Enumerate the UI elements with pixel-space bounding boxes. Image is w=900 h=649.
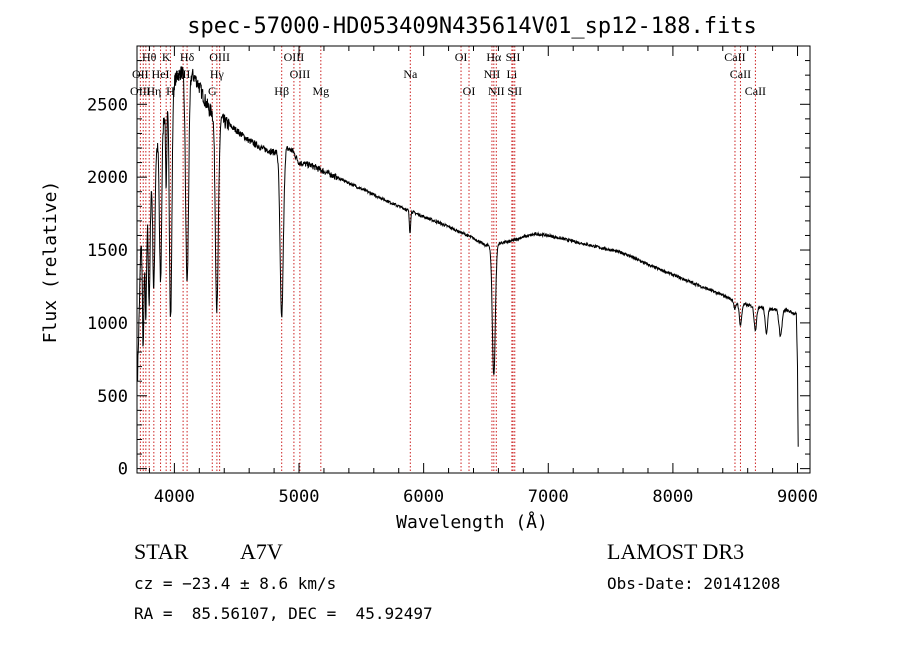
spectral-line-markers (139, 46, 756, 473)
y-tick-label: 0 (118, 460, 128, 480)
marker-label: OI (463, 84, 476, 98)
marker-label: G (208, 84, 217, 98)
marker-label: NII (488, 84, 505, 98)
y-tick-label: 500 (97, 387, 128, 407)
x-tick-label: 9000 (777, 487, 818, 507)
chart-title: spec-57000-HD053409N435614V01_sp12-188.f… (187, 14, 757, 39)
x-tick-label: 7000 (528, 487, 569, 507)
marker-label: Hα (486, 50, 502, 64)
marker-label: Hδ (180, 50, 195, 64)
object-class: STAR (134, 539, 189, 564)
marker-label: CaII (730, 67, 751, 81)
object-subclass: A7V (240, 539, 283, 564)
marker-label: H (166, 84, 175, 98)
x-axis-label: Wavelength (Å) (396, 511, 548, 533)
marker-label: OIII (290, 67, 311, 81)
x-axis-ticks: 4000 5000 6000 7000 8000 9000 (148, 46, 818, 507)
marker-label: OIII (130, 84, 151, 98)
marker-label: Hη (146, 84, 161, 98)
spectral-line-labels: Hθ K Hδ OIII OIII OI Hα SII CaII OII HeI SII Hγ OIII N… (130, 50, 766, 98)
plot-frame (136, 45, 811, 474)
y-tick-label: 1000 (87, 314, 128, 334)
y-tick-label: 2500 (87, 95, 128, 115)
y-tick-label: 2000 (87, 168, 128, 188)
marker-label: OII (132, 67, 149, 81)
survey-name: LAMOST DR3 (607, 539, 745, 564)
marker-label: CaII (724, 50, 745, 64)
observation-date: Obs-Date: 20141208 (607, 574, 781, 593)
marker-label: OI (455, 50, 468, 64)
marker-label: Mg (312, 84, 329, 98)
marker-label: SII (507, 84, 522, 98)
marker-label: Hγ (210, 67, 225, 81)
marker-label: SII (506, 50, 521, 64)
x-tick-label: 5000 (279, 487, 320, 507)
coordinates: RA = 85.56107, DEC = 45.92497 (134, 604, 433, 623)
marker-label: NII (484, 67, 501, 81)
marker-label: OIII (209, 50, 230, 64)
redshift-velocity: cz = −23.4 ± 8.6 km/s (134, 574, 337, 593)
spectrum-line (137, 66, 799, 447)
marker-label: K (162, 50, 171, 64)
x-tick-label: 4000 (154, 487, 195, 507)
x-tick-label: 8000 (652, 487, 693, 507)
marker-label: HeI (152, 67, 170, 81)
marker-label: OIII (284, 50, 305, 64)
marker-label: CaII (745, 84, 766, 98)
x-tick-label: 6000 (403, 487, 444, 507)
y-axis-ticks: 0 500 1000 1500 2000 2500 (87, 60, 810, 480)
marker-label: Na (403, 67, 418, 81)
y-axis-label: Flux (relative) (40, 181, 61, 344)
marker-label: Hθ (142, 50, 157, 64)
y-tick-label: 1500 (87, 241, 128, 261)
marker-label: Hβ (274, 84, 289, 98)
marker-label: Li (507, 67, 518, 81)
